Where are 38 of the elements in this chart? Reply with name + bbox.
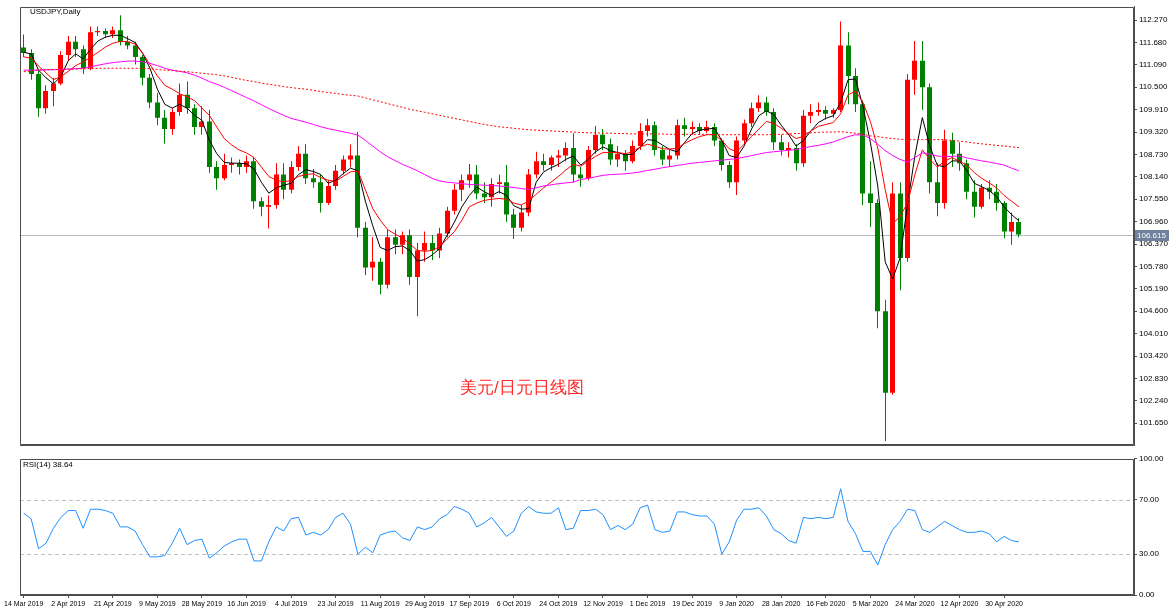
- candlestick: [541, 153, 546, 171]
- y-tick-label: 30.00: [1139, 549, 1160, 559]
- y-tick-label: 102.830: [1139, 373, 1169, 383]
- candlestick: [690, 121, 695, 135]
- y-tick-label: 0.00: [1139, 590, 1156, 600]
- candlestick: [868, 161, 873, 227]
- y-tick-label: 109.910: [1139, 104, 1169, 114]
- y-tick-label: 70.00: [1139, 494, 1160, 504]
- y-tick-label: 101.650: [1139, 418, 1169, 428]
- y-tick-label: 112.270: [1139, 15, 1168, 25]
- ref-line-label: 106.615: [1137, 230, 1167, 240]
- candlestick: [682, 117, 687, 137]
- y-tick-label: 109.320: [1139, 127, 1169, 137]
- candlestick: [259, 197, 264, 217]
- y-tick-label: 111.680: [1139, 37, 1168, 47]
- y-tick-label: 104.600: [1139, 306, 1169, 316]
- candlestick: [266, 195, 271, 229]
- annotation: 美元/日元日线图: [460, 378, 584, 398]
- chart-title: USDJPY,Daily: [30, 7, 81, 17]
- candlestick: [370, 237, 375, 281]
- candlestick: [808, 104, 813, 124]
- y-tick-label: 106.960: [1139, 216, 1169, 226]
- y-tick-label: 104.010: [1139, 328, 1169, 338]
- y-tick-label: 108.140: [1139, 172, 1169, 182]
- y-tick-label: 105.190: [1139, 284, 1169, 294]
- y-tick-label: 100.00: [1139, 454, 1165, 463]
- candlestick: [816, 102, 821, 116]
- y-tick-label: 110.500: [1139, 82, 1168, 92]
- y-tick-label: 107.550: [1139, 194, 1169, 204]
- y-tick-label: 102.240: [1139, 395, 1169, 405]
- candlestick: [823, 106, 828, 120]
- chart-title: RSI(14) 38.64: [23, 460, 73, 470]
- y-tick-label: 106.370: [1139, 239, 1169, 249]
- y-tick-label: 111.090: [1139, 60, 1168, 70]
- candlestick: [756, 95, 761, 112]
- y-tick-label: 105.780: [1139, 261, 1169, 271]
- y-tick-label: 103.420: [1139, 351, 1169, 361]
- y-tick-label: 108.730: [1139, 149, 1169, 159]
